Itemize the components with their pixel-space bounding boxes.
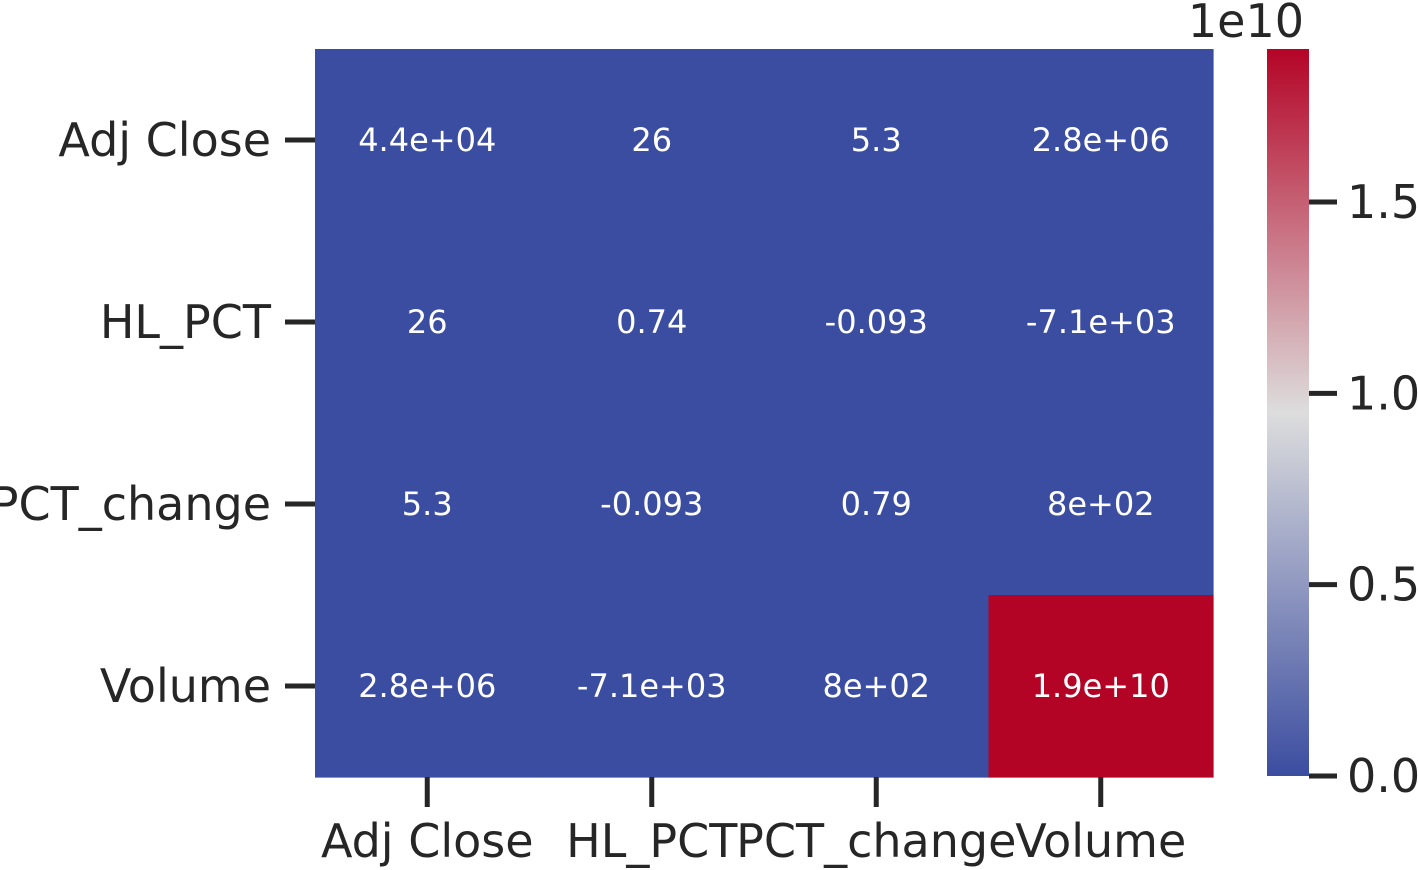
cell-annotation: 8e+02 <box>1047 485 1155 523</box>
heatmap-cell <box>988 231 1214 414</box>
y-tick-label: PCT_change <box>0 477 271 531</box>
heatmap-cell <box>988 413 1214 596</box>
heatmap-cell <box>315 231 541 414</box>
colorbar-tick-label: 1.5 <box>1347 175 1418 229</box>
cell-annotation: 4.4e+04 <box>358 121 496 159</box>
y-tick-label: HL_PCT <box>100 295 272 349</box>
x-tick-label: PCT_change <box>736 814 1016 868</box>
heatmap-cell <box>315 413 541 596</box>
cell-annotation: 8e+02 <box>822 667 930 705</box>
cell-annotation: 1.9e+10 <box>1032 667 1170 705</box>
x-tick-label: HL_PCT <box>566 814 738 868</box>
cell-annotation: 5.3 <box>851 121 902 159</box>
cell-annotation: 0.79 <box>841 485 912 523</box>
heatmap-cell <box>988 49 1214 232</box>
cell-annotation: -7.1e+03 <box>577 667 727 705</box>
colorbar-offset-label: 1e10 <box>1188 0 1304 48</box>
colorbar-tick-label: 0.5 <box>1347 558 1418 612</box>
colorbar-tick-label: 0.0 <box>1347 749 1418 803</box>
cell-annotation: -0.093 <box>825 303 928 341</box>
y-tick-label: Volume <box>100 659 271 713</box>
y-tick-label: Adj Close <box>58 113 271 167</box>
heatmap-cell <box>764 413 990 596</box>
heatmap-cell <box>539 413 765 596</box>
colorbar-tick-label: 1.0 <box>1347 366 1418 420</box>
heatmap-cell <box>764 49 990 232</box>
cell-annotation: 26 <box>631 121 672 159</box>
heatmap-cell <box>315 595 541 778</box>
heatmap-cell <box>539 49 765 232</box>
cell-annotation: -7.1e+03 <box>1026 303 1176 341</box>
heatmap-cell <box>315 49 541 232</box>
heatmap-cell <box>764 231 990 414</box>
colorbar <box>1267 49 1309 776</box>
cell-annotation: 0.74 <box>616 303 687 341</box>
cell-annotation: -0.093 <box>600 485 703 523</box>
cell-annotation: 2.8e+06 <box>1032 121 1170 159</box>
cell-annotation: 26 <box>407 303 448 341</box>
heatmap-cell <box>539 595 765 778</box>
cell-annotation: 2.8e+06 <box>358 667 496 705</box>
heatmap-cell <box>988 595 1214 778</box>
cell-annotation: 5.3 <box>402 485 453 523</box>
x-tick-label: Adj Close <box>321 814 534 868</box>
x-tick-label: Volume <box>1015 814 1186 868</box>
heatmap-cell <box>539 231 765 414</box>
heatmap-cell <box>764 595 990 778</box>
